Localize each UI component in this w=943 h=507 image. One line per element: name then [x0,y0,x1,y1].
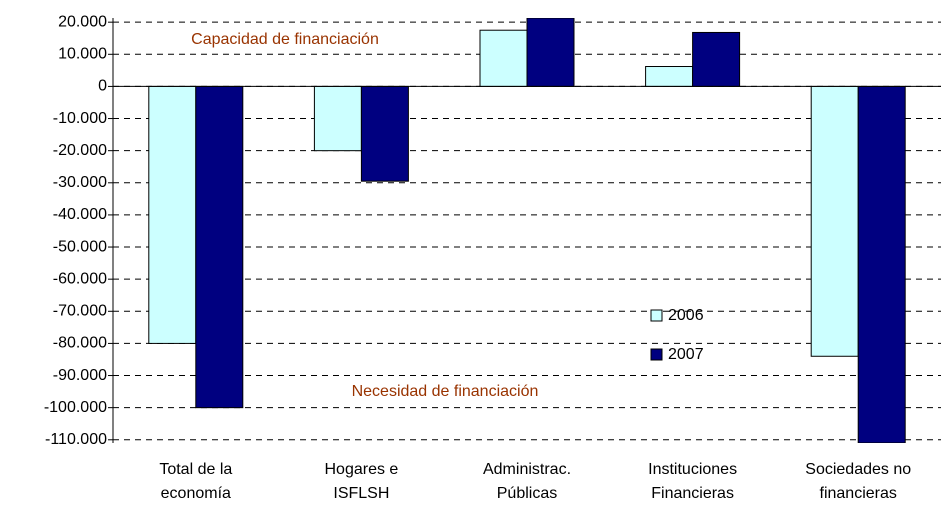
bar [857,85,906,443]
y-tick-label: -60.000 [53,270,107,287]
legend-swatch [650,348,663,361]
bar [692,31,741,87]
x-tick-label: Públicas [497,485,557,502]
bar [360,85,409,182]
y-tick-label: 0 [98,78,107,95]
x-tick-label: ISFLSH [333,485,389,502]
y-tick-label: -70.000 [53,303,107,320]
bar [526,18,575,87]
y-tick-label: -30.000 [53,174,107,191]
bar [479,29,528,87]
y-tick-label: -40.000 [53,206,107,223]
bar [313,85,362,152]
x-tick-label: economía [161,485,231,502]
legend-label: 2006 [668,307,704,324]
bar [645,66,694,87]
y-tick-label: 20.000 [58,13,107,30]
x-tick-label: Financieras [651,485,734,502]
annotation: Capacidad de financiación [191,31,379,48]
legend-swatch [650,309,663,322]
legend-label: 2007 [668,346,704,363]
x-tick-label: Instituciones [648,461,737,478]
y-tick-label: -110.000 [45,431,107,448]
x-tick-label: financieras [820,485,897,502]
x-tick-label: Hogares e [324,461,398,478]
annotation: Necesidad de financiación [352,383,539,400]
y-tick-label: -90.000 [53,367,107,384]
y-tick-label: -10.000 [53,110,107,127]
plot-area [148,18,906,443]
bar [810,85,859,357]
x-tick-label: Total de la [159,461,232,478]
y-tick-label: -80.000 [53,335,107,352]
y-tick-label: 10.000 [58,46,107,63]
x-tick-label: Administrac. [483,461,571,478]
bar [195,85,244,409]
y-tick-label: -50.000 [53,238,107,255]
x-tick-label: Sociedades no [805,461,911,478]
y-tick-label: -20.000 [53,142,107,159]
y-tick-label: -100.000 [44,399,107,416]
bar [148,85,197,344]
